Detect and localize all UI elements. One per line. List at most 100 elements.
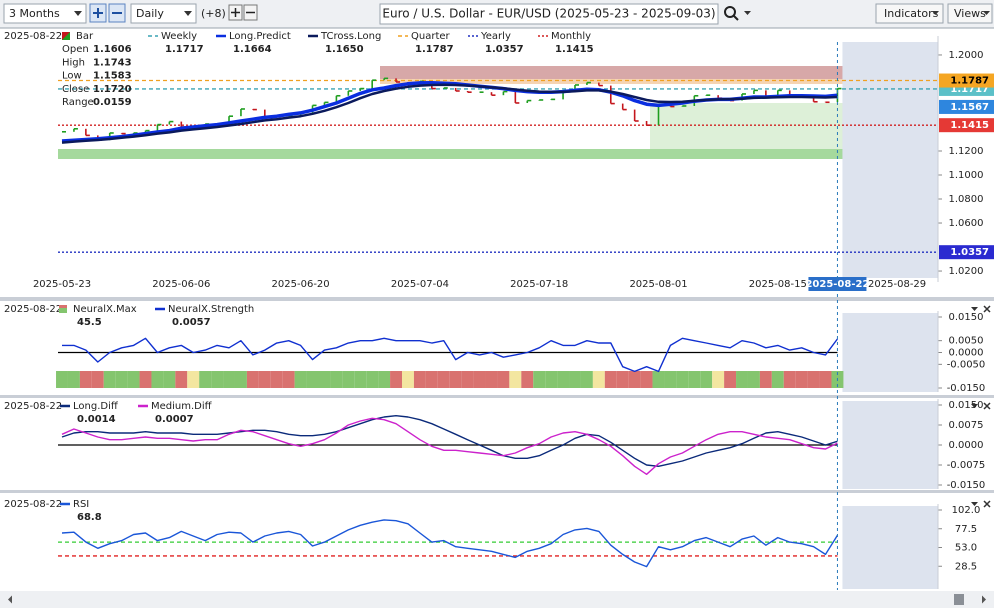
y-tick-label: 1.0800: [949, 194, 984, 205]
strip-cell: [724, 371, 737, 388]
strip-cell: [425, 371, 438, 388]
panel-date: 2025-08-22: [4, 499, 62, 510]
strip-cell: [652, 371, 665, 388]
interval-label: Daily: [136, 7, 164, 20]
strip-cell: [127, 371, 140, 388]
strip-cell: [56, 371, 68, 388]
price-marker: [939, 245, 994, 260]
y-tick-label: 0.0150: [949, 312, 984, 323]
x-tick-label: 2025-07-18: [510, 279, 568, 290]
strip-cell: [91, 371, 104, 388]
symbol-box[interactable]: [379, 3, 719, 25]
y-tick-label: 53.0: [955, 543, 977, 554]
x-tick-label: 2025-05-23: [33, 279, 91, 290]
strip-cell: [533, 371, 546, 388]
panel-date: 2025-08-22: [4, 401, 62, 412]
panel-close-icon[interactable]: [983, 305, 991, 313]
y-tick-label: 1.2000: [949, 50, 984, 61]
legend-name: Medium.Diff: [151, 401, 213, 412]
strip-cell: [378, 371, 391, 388]
panel-menu-icon[interactable]: [971, 404, 978, 408]
panel-close-icon[interactable]: [983, 500, 991, 508]
strip-cell: [497, 371, 510, 388]
resistance-zone: [380, 79, 938, 84]
scrollbar[interactable]: [0, 591, 994, 608]
legend-value: 45.5: [77, 317, 102, 328]
y-tick-label: -0.0075: [947, 460, 986, 471]
strip-cell: [318, 371, 331, 388]
strip-cell: [640, 371, 653, 388]
strip-cell: [282, 371, 295, 388]
bar-field-label: High: [62, 57, 85, 68]
strip-cell: [199, 371, 212, 388]
bar-field-label: Low: [62, 71, 82, 82]
bar-field-label: Range: [62, 97, 94, 108]
legend-value: 1.0357: [485, 44, 524, 55]
strip-cell: [354, 371, 367, 388]
indicators-button[interactable]: [875, 3, 944, 24]
panel-menu-icon[interactable]: [971, 307, 978, 311]
legend-value: 0.0057: [172, 317, 211, 328]
panel-separator: [0, 297, 994, 301]
bar-field-value: 1.1583: [93, 71, 132, 82]
future-region: [842, 313, 938, 392]
strip-cell: [67, 371, 80, 388]
x-tick-label: 2025-06-06: [152, 279, 210, 290]
strip-cell: [211, 371, 224, 388]
range-select[interactable]: [3, 3, 87, 24]
panel-date: 2025-08-22: [4, 304, 62, 315]
strip-cell: [449, 371, 462, 388]
dropdown-arrow: [983, 11, 990, 15]
strip-cell: [557, 371, 570, 388]
strip-cell: [270, 371, 283, 388]
bar-field-value: 1.1743: [93, 57, 132, 68]
y-tick-label: 1.1200: [949, 146, 984, 157]
search-icon[interactable]: [724, 6, 736, 18]
strip-cell: [366, 371, 379, 388]
y-tick-label: 1.0600: [949, 218, 984, 229]
strip-cell: [79, 371, 92, 388]
legend-value: 1.1717: [165, 44, 204, 55]
views-button[interactable]: [947, 3, 993, 24]
legend-name: Monthly: [551, 31, 591, 42]
y-tick-label: -0.0050: [947, 359, 986, 370]
strip-cell: [234, 371, 247, 388]
scroll-left[interactable]: [8, 595, 12, 604]
range-label: 3 Months: [9, 7, 60, 20]
x-tick-label: 2025-07-04: [391, 279, 449, 290]
price-marker-label: 1.1717: [950, 84, 989, 95]
strip-cell: [545, 371, 558, 388]
strip-cell: [736, 371, 748, 388]
dropdown-arrow: [932, 11, 939, 15]
dropdown-arrow: [184, 11, 192, 16]
bar-field-label: Close: [62, 84, 89, 95]
panel-menu-icon[interactable]: [971, 502, 978, 506]
future-region: [842, 401, 938, 489]
y-tick-label: 77.5: [955, 524, 977, 535]
strip-cell: [616, 371, 629, 388]
strip-cell: [592, 371, 605, 388]
strip-cell: [664, 371, 677, 388]
series-line: [61, 417, 838, 475]
panel-date: 2025-08-22: [4, 31, 62, 42]
legend-name: TCross.Long: [320, 31, 381, 42]
legend-name: NeuralX.Max: [73, 304, 137, 315]
panel-close-icon[interactable]: [983, 402, 991, 410]
interval-select[interactable]: [130, 3, 197, 24]
strip-cell: [759, 371, 772, 388]
bar-field-value: 0.0159: [93, 97, 132, 108]
symbol-title: Euro / U.S. Dollar - EUR/USD (2025-05-23…: [382, 7, 715, 21]
strip-cell: [473, 371, 486, 388]
y-tick-label: 1.1000: [949, 170, 984, 181]
strip-cell: [688, 371, 701, 388]
legend-value: 1.1415: [555, 44, 594, 55]
series-line: [61, 83, 838, 144]
strip-cell: [163, 371, 176, 388]
plus-icon: [93, 8, 103, 18]
scroll-right[interactable]: [982, 595, 986, 604]
strip-cell: [175, 371, 188, 388]
scrollbar-thumb[interactable]: [954, 594, 964, 605]
strip-cell: [139, 371, 152, 388]
strip-cell: [461, 371, 474, 388]
dropdown-arrow: [744, 11, 751, 15]
